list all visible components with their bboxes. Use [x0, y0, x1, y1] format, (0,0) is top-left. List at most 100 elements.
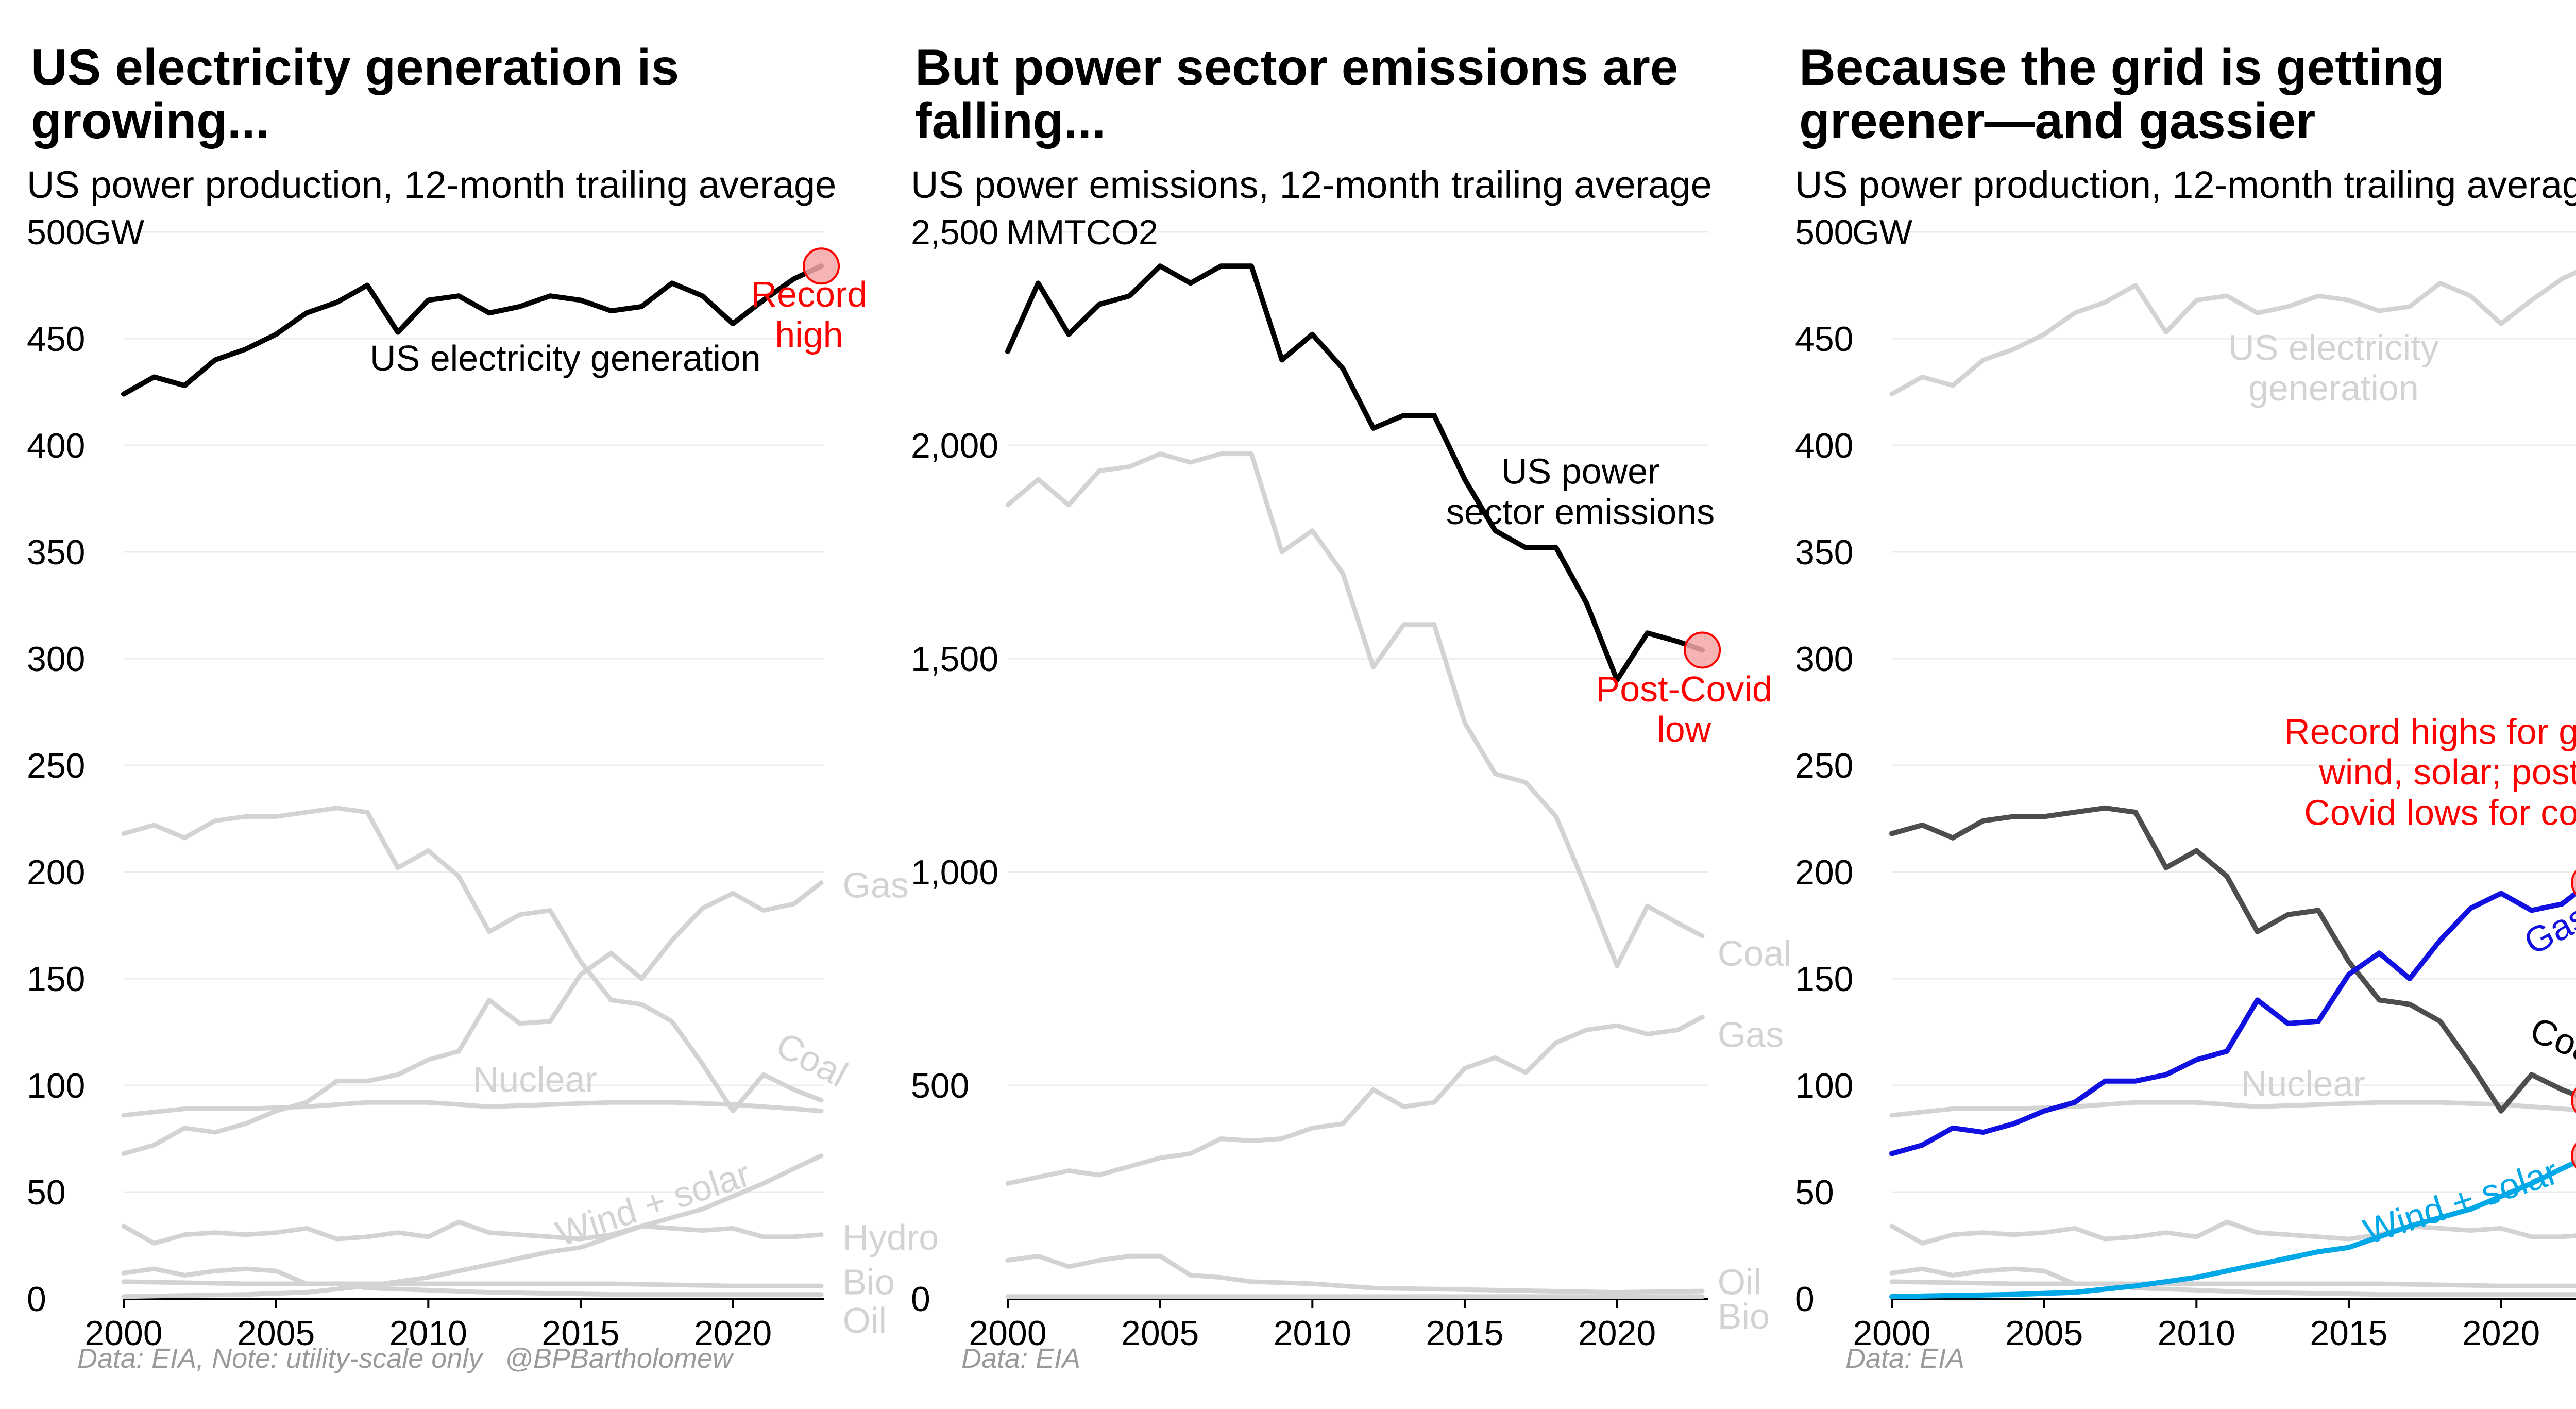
y-tick-label: 1,000: [911, 853, 998, 892]
series-line-gas: [121, 880, 824, 1156]
y-tick-label: 500: [911, 1066, 969, 1105]
annotation-label: sector emissions: [1446, 492, 1715, 532]
y-tick-label: 350: [27, 533, 85, 572]
y-tick-label: 500: [1795, 213, 1853, 252]
y-tick-label: 200: [27, 853, 85, 892]
panel-title: But power sector emissions are falling..…: [915, 39, 1679, 149]
annotation-label: Bio: [842, 1262, 894, 1302]
annotation: Oil: [1718, 1262, 1762, 1302]
annotation: Gas: [1718, 1014, 1784, 1054]
x-tick-label: 2005: [237, 1314, 315, 1353]
y-tick-label: 300: [27, 640, 85, 679]
annotation-label: Oil: [1718, 1262, 1762, 1302]
annotation-label: Bio: [1718, 1296, 1770, 1336]
unit-label: GW: [1852, 213, 1912, 252]
y-tick-label: 400: [1795, 426, 1853, 465]
y-tick-label: 300: [1795, 640, 1853, 679]
series-line-gas: [1005, 1015, 1705, 1186]
annotation: Bio: [1718, 1296, 1770, 1336]
y-tick-label: 400: [27, 426, 85, 465]
annotation-label: US electricity generation: [370, 338, 761, 378]
x-tick-label: 2015: [541, 1314, 619, 1353]
panel-emissions: But power sector emissions are falling..…: [884, 0, 1792, 1409]
y-tick-label: 50: [27, 1173, 66, 1212]
y-tick-label: 0: [911, 1280, 930, 1319]
series-line-nuclear: [121, 1100, 824, 1118]
y-tick-label: 1,500: [911, 640, 998, 679]
series-line-hydro: [1889, 1219, 2576, 1246]
annotation-label: Oil: [842, 1300, 887, 1340]
annotation-label: US power: [1501, 451, 1659, 492]
series-line-hydro: [121, 1219, 824, 1246]
annotation: Gas: [842, 865, 908, 905]
series-line-oil: [1889, 1266, 2576, 1297]
x-tick-label: 2005: [1121, 1314, 1199, 1353]
annotation-label: Nuclear: [2241, 1064, 2365, 1104]
source-note: Data: EIA: [961, 1343, 1081, 1374]
x-tick-label: 2010: [1274, 1314, 1351, 1353]
x-tick-label: 2020: [694, 1314, 772, 1353]
source-note: Data: EIA, Note: utility-scale only: [77, 1343, 483, 1374]
annotation: Oil: [842, 1300, 887, 1340]
annotation: Wind + solar: [551, 1153, 755, 1254]
annotation-label: Wind + solar: [551, 1153, 755, 1254]
highlight-marker: [1684, 631, 1721, 669]
annotation: Hydro: [842, 1217, 939, 1257]
highlight-marker: [2571, 1087, 2576, 1113]
panel-subtitle: US power production, 12-month trailing a…: [27, 163, 837, 206]
annotation: Nuclear: [473, 1059, 597, 1099]
highlight-marker: [803, 247, 840, 285]
annotation-label: Record highs for gas,: [2284, 712, 2576, 752]
annotation: Coal: [1718, 933, 1792, 974]
series-line-nuclear: [1889, 1100, 2576, 1118]
y-tick-label: 250: [27, 746, 85, 785]
unit-label: MMTCO2: [1006, 213, 1158, 252]
annotation: Bio: [842, 1262, 894, 1302]
x-tick-label: 2005: [2005, 1314, 2083, 1353]
x-tick-label: 2000: [84, 1314, 162, 1353]
annotation-label: generation: [2248, 368, 2419, 408]
y-tick-label: 500: [27, 213, 85, 252]
series-line-gas: [1889, 890, 2576, 1156]
x-tick-label: 2010: [2158, 1314, 2235, 1353]
panel-mix: Because the grid is getting greener—and …: [1768, 0, 2576, 1409]
highlight-marker: [2571, 1143, 2576, 1169]
y-tick-label: 50: [1795, 1173, 1834, 1212]
annotation-label: Nuclear: [473, 1059, 597, 1099]
panel-subtitle: US power production, 12-month trailing a…: [1795, 163, 2576, 206]
y-tick-label: 450: [1795, 320, 1853, 359]
annotation-label: Covid lows for coal: [2304, 792, 2576, 832]
y-tick-label: 200: [1795, 853, 1853, 892]
series-line-bio: [121, 1279, 824, 1288]
annotation: Nuclear: [2241, 1064, 2365, 1104]
panel-title: Because the grid is getting greener—and …: [1799, 39, 2445, 149]
y-tick-label: 100: [1795, 1066, 1853, 1105]
series-line-us-electricity-generation: [121, 263, 824, 397]
annotation: Coal: [2525, 1010, 2576, 1075]
annotation-label: Coal: [1718, 933, 1792, 974]
series-line-oil: [1005, 1253, 1705, 1295]
series-line-wind-solar: [121, 1153, 824, 1299]
series-line-coal: [121, 806, 824, 1114]
annotation: Record highs for gas,wind, solar; post-C…: [2284, 712, 2576, 833]
annotation-label: high: [775, 314, 843, 355]
series-line-bio: [1889, 1279, 2576, 1288]
annotation-label: low: [1657, 709, 1711, 749]
y-tick-label: 2,000: [911, 426, 998, 465]
y-tick-label: 250: [1795, 746, 1853, 785]
panel-generation: US electricity generation is growing... …: [0, 0, 939, 1409]
x-tick-label: 2020: [1578, 1314, 1656, 1353]
annotation-label: wind, solar; post-: [2318, 752, 2576, 792]
annotation-label: Post-Covid: [1596, 669, 1772, 709]
x-tick-label: 2015: [1426, 1314, 1503, 1353]
series-line-coal: [1889, 805, 2576, 1114]
annotation-label: Hydro: [842, 1217, 939, 1257]
annotation-label: US electricity: [2228, 327, 2438, 367]
annotation-label: Coal: [2525, 1010, 2576, 1075]
annotation-label: Gas: [842, 865, 908, 905]
y-tick-label: 100: [27, 1066, 85, 1105]
